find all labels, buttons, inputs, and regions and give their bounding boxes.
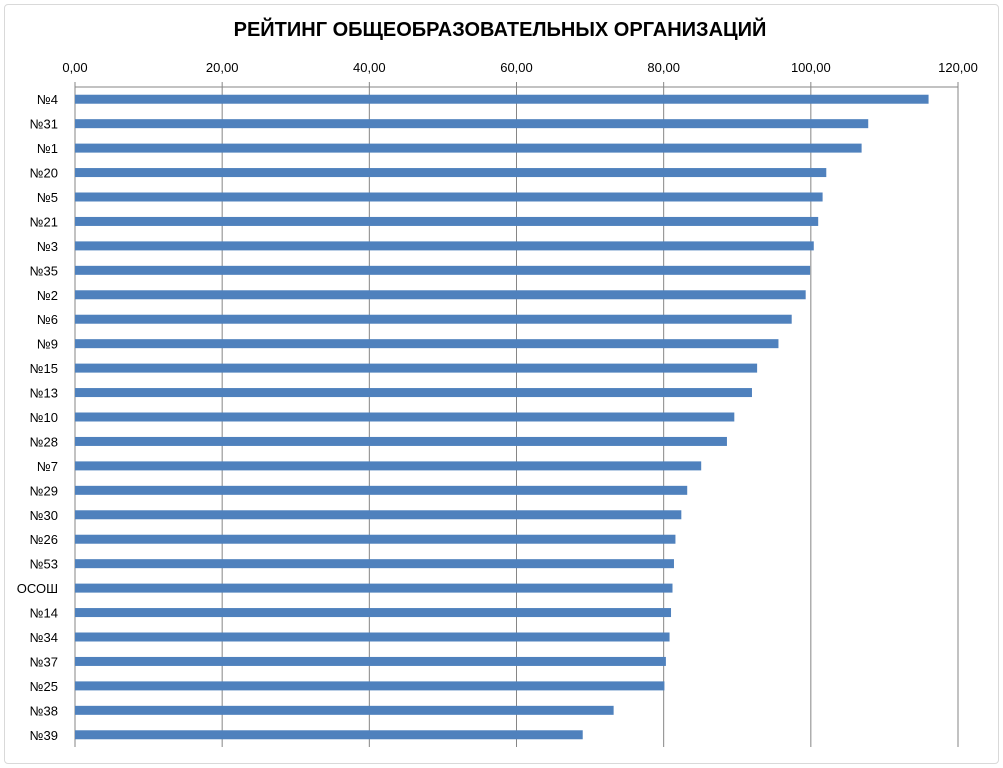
bar [75, 461, 702, 471]
bar [75, 510, 682, 520]
bar [75, 290, 806, 300]
category-label: №4 [37, 92, 58, 107]
bar [75, 143, 862, 153]
bar [75, 192, 823, 202]
bar [75, 583, 673, 593]
x-tick-label: 0,00 [62, 60, 87, 75]
category-label: №5 [37, 190, 58, 205]
x-tick-label: 60,00 [500, 60, 533, 75]
x-tick-label: 100,00 [791, 60, 831, 75]
x-tick-label: 80,00 [647, 60, 680, 75]
category-label: №25 [30, 679, 58, 694]
category-label: ОСОШ [17, 581, 58, 596]
category-label: №28 [30, 434, 58, 449]
category-label: №14 [30, 606, 58, 621]
bar [75, 608, 672, 618]
category-label: №34 [30, 630, 58, 645]
category-label: №39 [30, 728, 58, 743]
category-label: №29 [30, 483, 58, 498]
category-label: №1 [37, 141, 58, 156]
x-tick-label: 20,00 [206, 60, 239, 75]
bar [75, 388, 752, 398]
category-label: №13 [30, 386, 58, 401]
category-label: №30 [30, 508, 58, 523]
bar [75, 94, 929, 104]
bar [75, 314, 792, 324]
bar [75, 559, 674, 569]
bar [75, 656, 666, 666]
y-axis: №4 №31 №1 №20 №5 №21 №3 №35 №2 №6 №9 №15 №13 №10 №28 №7… [17, 92, 58, 743]
bar [75, 241, 814, 251]
bar [75, 534, 676, 544]
category-label: №10 [30, 410, 58, 425]
category-label: №3 [37, 239, 58, 254]
category-label: №53 [30, 557, 58, 572]
category-label: №37 [30, 654, 58, 669]
category-label: №38 [30, 703, 58, 718]
bar [75, 730, 583, 740]
x-tick-label: 120,00 [938, 60, 978, 75]
bar [75, 265, 811, 275]
bar [75, 705, 614, 715]
x-tick-label: 40,00 [353, 60, 386, 75]
chart-title: РЕЙТИНГ ОБЩЕОБРАЗОВАТЕЛЬНЫХ ОРГАНИЗАЦИЙ [234, 17, 767, 41]
bar [75, 339, 779, 349]
bars [75, 94, 929, 740]
category-label: №21 [30, 214, 58, 229]
category-label: №15 [30, 361, 58, 376]
x-axis: 0,00 20,00 40,00 60,00 80,00 100,00 120,00 [62, 60, 978, 88]
category-label: №9 [37, 337, 58, 352]
bar [75, 412, 735, 422]
category-label: №26 [30, 532, 58, 547]
category-label: №35 [30, 263, 58, 278]
category-label: №31 [30, 117, 58, 132]
bar [75, 485, 688, 495]
bar [75, 216, 819, 226]
bar [75, 436, 727, 446]
category-label: №2 [37, 288, 58, 303]
category-label: №20 [30, 166, 58, 181]
bar [75, 681, 665, 691]
bar [75, 119, 869, 129]
bar [75, 168, 827, 178]
bar [75, 632, 670, 642]
bar [75, 363, 758, 373]
category-label: №6 [37, 312, 58, 327]
category-label: №7 [37, 459, 58, 474]
